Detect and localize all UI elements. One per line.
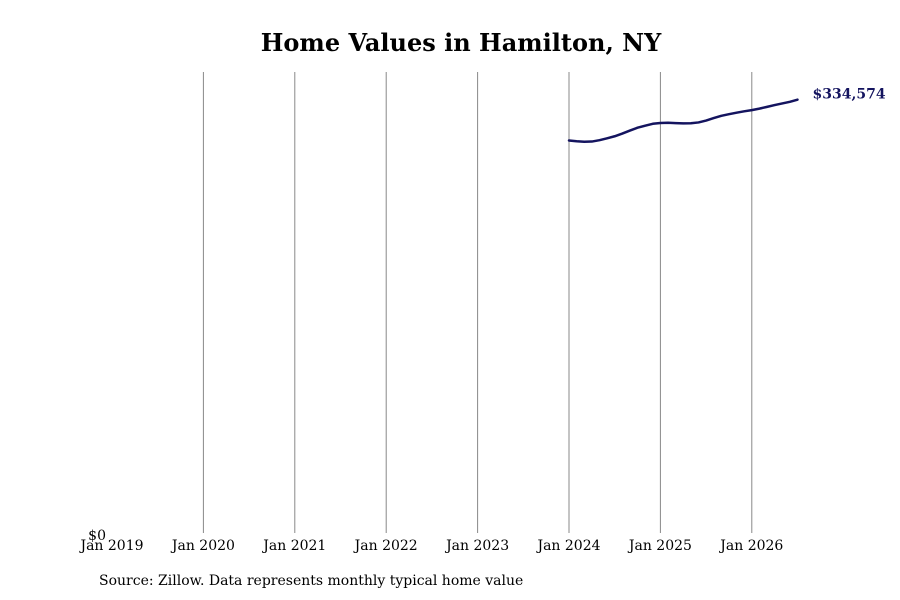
gridlines bbox=[202, 72, 753, 533]
source-note: Source: Zillow. Data represents monthly … bbox=[99, 573, 523, 589]
source-text: Data represents monthly typical home val… bbox=[208, 573, 524, 589]
series-lines bbox=[567, 98, 799, 143]
axis-labels: Jan 2019 Jan 2020 Jan 2021 Jan 2022 Jan 2023… bbox=[78, 528, 783, 554]
data-labels: $334,574 bbox=[813, 87, 886, 103]
source-prefix: Source: bbox=[99, 573, 159, 589]
y-tick-label: $0 bbox=[88, 528, 106, 544]
end-value-label: $334,574 bbox=[813, 87, 886, 103]
x-tick-label: Jan 2023 bbox=[444, 538, 509, 554]
source-separator: . bbox=[199, 573, 209, 589]
x-tick-label: Jan 2024 bbox=[535, 538, 600, 554]
chart-title: Home Values in Hamilton, NY bbox=[261, 28, 662, 57]
x-tick-label: Jan 2019 bbox=[78, 538, 143, 554]
x-tick-label: Jan 2021 bbox=[261, 538, 326, 554]
x-tick-label: Jan 2020 bbox=[170, 538, 235, 554]
x-tick-label: Jan 2025 bbox=[627, 538, 692, 554]
series-line bbox=[567, 98, 799, 143]
x-tick-label: Jan 2026 bbox=[718, 538, 783, 554]
x-tick-label: Jan 2022 bbox=[353, 538, 418, 554]
source-name: Zillow bbox=[158, 573, 200, 589]
